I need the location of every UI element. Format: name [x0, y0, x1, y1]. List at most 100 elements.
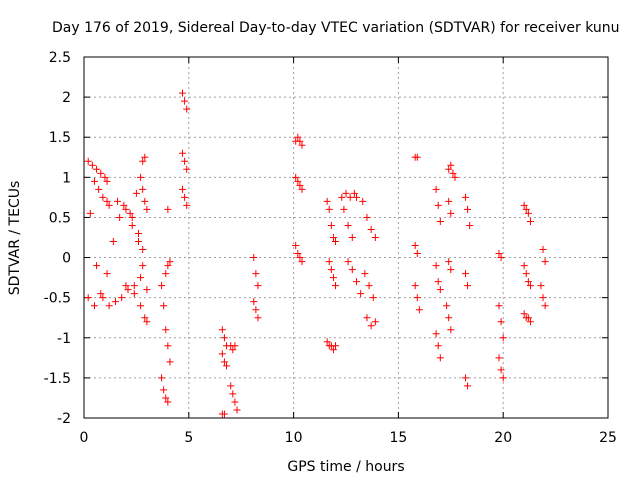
data-point: [122, 205, 130, 213]
data-point: [332, 282, 340, 290]
data-point: [84, 294, 92, 302]
data-point: [369, 294, 377, 302]
data-point: [181, 193, 189, 201]
data-point: [220, 410, 228, 418]
data-point: [520, 262, 528, 270]
data-point: [522, 205, 530, 213]
data-points: [84, 89, 549, 418]
data-point: [526, 318, 534, 326]
series-sat-d: [84, 205, 147, 310]
x-tick-label: 10: [285, 430, 303, 446]
data-point: [218, 326, 226, 334]
data-point: [298, 258, 306, 266]
data-point: [413, 153, 421, 161]
data-point: [327, 221, 335, 229]
data-point: [329, 346, 337, 354]
data-point: [413, 294, 421, 302]
data-point: [93, 262, 101, 270]
data-point: [325, 205, 333, 213]
series-sat-y: [292, 242, 306, 266]
data-point: [411, 242, 419, 250]
series-sat-bc: [537, 282, 549, 310]
data-point: [250, 254, 258, 262]
data-point: [130, 290, 138, 298]
series-sat-f: [128, 221, 151, 294]
data-point: [90, 177, 98, 185]
data-point: [434, 342, 442, 350]
data-point: [139, 185, 147, 193]
data-point: [88, 161, 96, 169]
data-point: [231, 398, 239, 406]
series-sat-e: [114, 153, 149, 217]
data-point: [520, 201, 528, 209]
data-point: [166, 258, 174, 266]
y-tick-label: 0.5: [49, 210, 71, 226]
data-point: [103, 197, 111, 205]
data-point: [179, 149, 187, 157]
y-tick-label: 2.5: [49, 50, 71, 66]
data-point: [411, 282, 419, 290]
data-point: [114, 197, 122, 205]
data-point: [432, 262, 440, 270]
series-sat-w: [292, 133, 306, 149]
series-sat-m: [179, 89, 191, 113]
series-sat-u: [250, 254, 262, 290]
data-point: [451, 173, 459, 181]
series-sat-x: [292, 173, 306, 193]
data-point: [461, 193, 469, 201]
data-point: [103, 177, 111, 185]
data-point: [361, 270, 369, 278]
data-point: [95, 185, 103, 193]
x-tick-label: 5: [184, 430, 193, 446]
data-point: [298, 141, 306, 149]
series-sat-ai: [411, 153, 421, 161]
series-sat-az: [520, 262, 534, 290]
data-point: [434, 278, 442, 286]
data-point: [183, 201, 191, 209]
data-point: [413, 250, 421, 258]
data-point: [340, 205, 348, 213]
data-point: [524, 314, 532, 322]
data-point: [464, 282, 472, 290]
data-point: [449, 169, 457, 177]
data-point: [105, 302, 113, 310]
y-tick-label: 2: [62, 90, 71, 106]
data-point: [357, 290, 365, 298]
series-sat-v: [250, 298, 262, 322]
data-point: [292, 173, 300, 181]
data-point: [447, 326, 455, 334]
x-tick-label: 20: [494, 430, 512, 446]
series-sat-aq: [445, 258, 455, 274]
data-point: [252, 270, 260, 278]
axis-ticks: 0 5 10 15 20 25 -2 -1.5 -1 -0.5 0 0.5 1 1.5 2 2.5: [44, 50, 617, 446]
series-sat-ag: [361, 270, 377, 302]
data-point: [141, 314, 149, 322]
data-point: [464, 382, 472, 390]
series-sat-n: [179, 149, 191, 173]
series-sat-af: [359, 197, 379, 241]
data-point: [160, 386, 168, 394]
series-sat-p: [218, 326, 231, 350]
data-point: [158, 374, 166, 382]
data-point: [103, 270, 111, 278]
y-tick-label: 1.5: [49, 130, 71, 146]
data-point: [86, 209, 94, 217]
data-point: [116, 213, 124, 221]
data-point: [497, 318, 505, 326]
data-point: [447, 266, 455, 274]
data-point: [137, 173, 145, 181]
data-point: [229, 390, 237, 398]
data-point: [183, 165, 191, 173]
data-point: [497, 254, 505, 262]
data-point: [296, 254, 304, 262]
series-sat-ab: [323, 338, 340, 354]
data-point: [367, 322, 375, 330]
data-point: [522, 270, 530, 278]
y-axis-label: SDTVAR / TECUs: [7, 181, 23, 296]
x-tick-label: 15: [389, 430, 407, 446]
y-tick-label: -2: [57, 411, 71, 427]
data-point: [539, 246, 547, 254]
series-sat-aa: [325, 258, 340, 290]
y-tick-label: -0.5: [44, 291, 71, 307]
data-point: [118, 294, 126, 302]
